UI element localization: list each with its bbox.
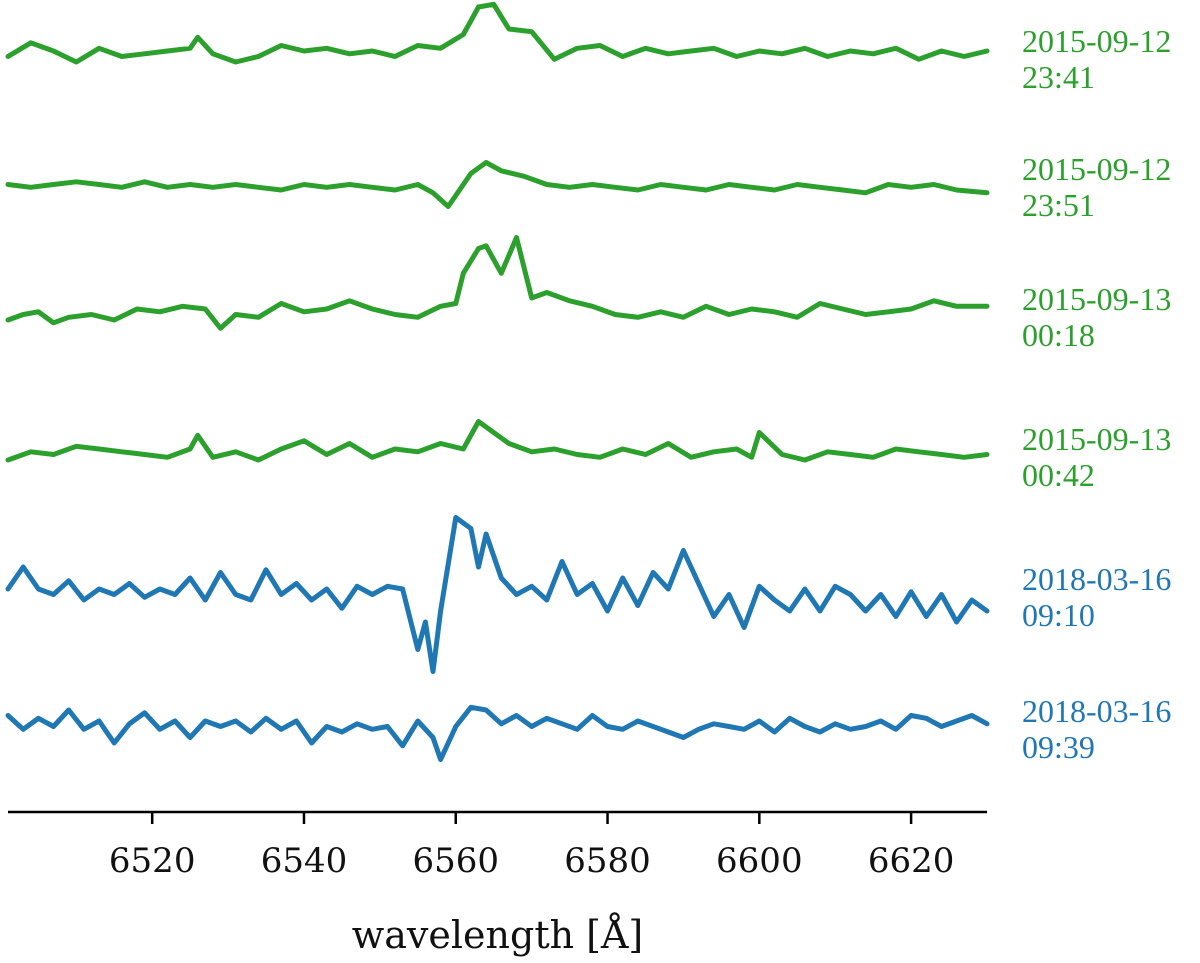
x-tick-label-6620: 6620 [868, 841, 955, 881]
x-tick-label-6540: 6540 [261, 841, 348, 881]
x-tick-label-6560: 6560 [412, 841, 499, 881]
series-labels: 2015-09-1223:412015-09-1223:512015-09-13… [1022, 23, 1171, 765]
series-label-6-line-2: 09:39 [1022, 729, 1095, 765]
series-line-1 [5, 1, 990, 65]
series-line-6 [5, 704, 990, 762]
x-tick-label-6600: 6600 [716, 841, 803, 881]
series-label-1-line-2: 23:41 [1022, 59, 1095, 95]
series-line-2 [5, 160, 990, 209]
x-axis-label: wavelength [Å] [352, 913, 644, 957]
x-tick-label-6580: 6580 [564, 841, 651, 881]
series-label-3-line-2: 00:18 [1022, 317, 1095, 353]
series-line-3 [5, 235, 990, 331]
series-label-6-line-1: 2018-03-16 [1022, 693, 1171, 729]
series-label-4-line-1: 2015-09-13 [1022, 421, 1171, 457]
x-tick-label-6520: 6520 [109, 841, 196, 881]
series-line-5 [5, 515, 990, 674]
series-label-5-line-1: 2018-03-16 [1022, 561, 1171, 597]
series-label-2-line-1: 2015-09-12 [1022, 151, 1171, 187]
series-label-1-line-1: 2015-09-12 [1022, 23, 1171, 59]
x-axis: 6520 6540 6560 6580 6600 6620 [8, 810, 987, 881]
series-label-5-line-2: 09:10 [1022, 597, 1095, 633]
series-line-4 [5, 419, 990, 463]
series-layer [5, 1, 990, 762]
series-label-4-line-2: 00:42 [1022, 457, 1095, 493]
series-label-3-line-1: 2015-09-13 [1022, 281, 1171, 317]
series-label-2-line-2: 23:51 [1022, 187, 1095, 223]
